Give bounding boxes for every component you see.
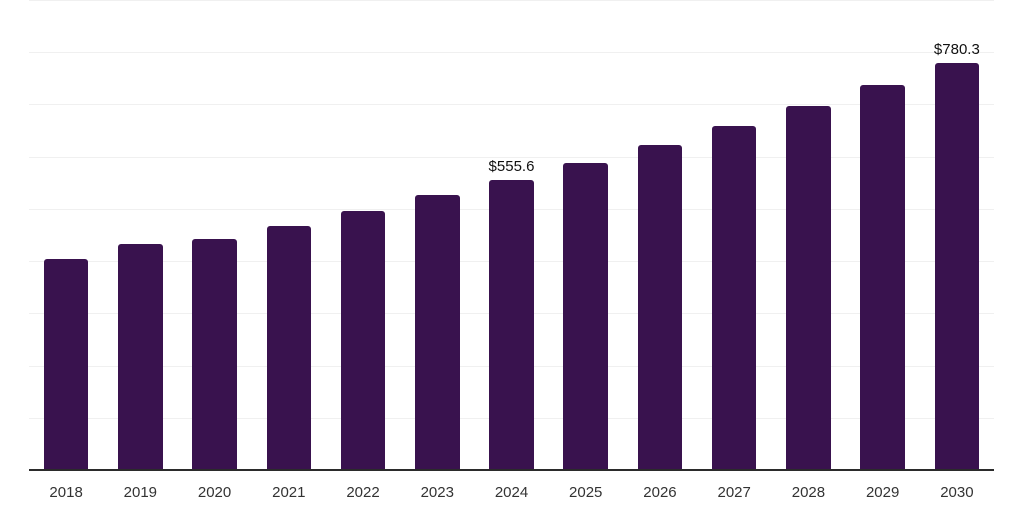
value-label-2030: $780.3 [933, 40, 980, 58]
x-tick-label-2021: 2021 [272, 484, 306, 501]
x-tick-label-2025: 2025 [569, 484, 603, 501]
x-tick-label-2024: 2024 [494, 484, 529, 501]
gridline-900 [29, 0, 994, 1]
bar-2030 [934, 62, 980, 470]
x-tick-label-2018: 2018 [49, 484, 83, 501]
x-tick-label-2022: 2022 [346, 484, 380, 501]
x-tick-label-2030: 2030 [940, 484, 974, 501]
bar-2027 [711, 126, 757, 470]
gridline-600 [29, 156, 994, 158]
bar-2020 [192, 239, 237, 470]
bar-2021 [266, 225, 312, 470]
x-tick-label-2019: 2019 [123, 484, 158, 501]
x-tick-label-2026: 2026 [643, 484, 677, 501]
bar-2028 [786, 106, 831, 470]
bar-2019 [118, 243, 163, 470]
bar-2025 [563, 162, 608, 470]
bar-2024 [489, 179, 534, 470]
x-tick-label-2028: 2028 [791, 484, 826, 501]
gridline-700 [29, 104, 994, 106]
bar-2022 [340, 210, 386, 470]
x-tick-label-2029: 2029 [865, 484, 900, 501]
bar-2026 [637, 145, 683, 470]
bar-2029 [860, 85, 905, 470]
bar-2023 [415, 195, 460, 470]
gridline-800 [29, 52, 994, 54]
bar-2018 [43, 258, 89, 470]
x-axis-line [29, 469, 994, 471]
x-tick-label-2020: 2020 [197, 484, 232, 501]
x-tick-label-2027: 2027 [717, 484, 751, 501]
x-tick-label-2023: 2023 [420, 484, 454, 501]
value-label-2024: $555.6 [488, 157, 535, 175]
